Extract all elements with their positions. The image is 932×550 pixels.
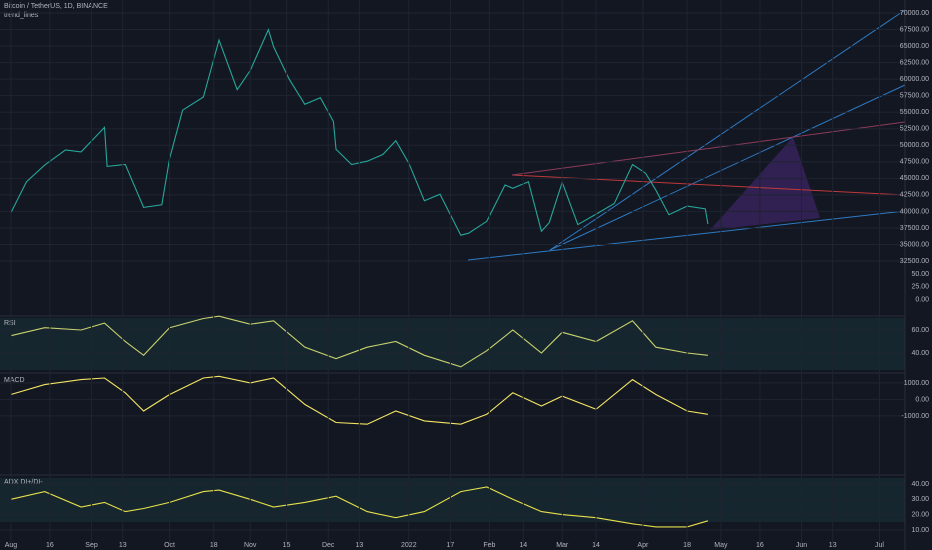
y-tick-label: -1000.00: [901, 413, 929, 420]
y-tick-label: 42500.00: [900, 192, 929, 199]
series-line: [10, 315, 708, 368]
y-tick-label: 70000.00: [900, 10, 929, 17]
x-tick-label: 14: [519, 542, 527, 549]
pane-title: ADX DI+/DI-: [4, 479, 43, 486]
y-tick-label: 55000.00: [900, 109, 929, 116]
y-tick-label: 20.00: [911, 511, 929, 518]
trend-line: [549, 9, 906, 251]
y-tick-label: 10.00: [911, 527, 929, 534]
x-tick-label: 17: [447, 542, 455, 549]
y-tick-label: 0.00: [915, 396, 929, 403]
x-tick-label: Sep: [85, 542, 98, 549]
x-tick-label: Jul: [875, 542, 884, 549]
x-tick-label: 16: [46, 542, 54, 549]
y-tick-label: 47500.00: [900, 159, 929, 166]
y-tick-label: 25.00: [911, 284, 929, 291]
y-tick-label: 45000.00: [900, 175, 929, 182]
x-tick-label: Aug: [5, 542, 18, 549]
x-tick-label: 15: [283, 542, 291, 549]
y-tick-label: 52500.00: [900, 126, 929, 133]
x-tick-label: May: [714, 542, 728, 549]
x-tick-label: 13: [356, 542, 364, 549]
x-tick-label: Oct: [164, 542, 175, 549]
y-tick-label: 65000.00: [900, 43, 929, 50]
y-tick-label: 60000.00: [900, 76, 929, 83]
x-tick-label: 18: [210, 542, 218, 549]
y-tick-label: 1000.00: [904, 380, 929, 387]
y-tick-label: 30.00: [911, 496, 929, 503]
y-tick-label: 40.00: [911, 350, 929, 357]
trend-line: [467, 210, 906, 261]
adx-band: [0, 478, 905, 522]
y-tick-label: 0.00: [915, 296, 929, 303]
chart-title: Bitcoin / TetherUS, 1D, BINANCE: [4, 3, 108, 10]
x-tick-label: 16: [756, 542, 764, 549]
trend-line: [511, 121, 906, 176]
y-tick-label: 40000.00: [900, 208, 929, 215]
x-tick-label: Mar: [556, 542, 569, 549]
y-tick-label: 35000.00: [900, 241, 929, 248]
y-tick-label: 40.00: [911, 481, 929, 488]
fib-fan: [710, 137, 820, 230]
x-tick-label: 14: [592, 542, 600, 549]
series-line: [10, 486, 709, 528]
y-tick-label: 62500.00: [900, 59, 929, 66]
x-tick-label: 13: [119, 542, 127, 549]
y-tick-label: 60.00: [911, 327, 929, 334]
y-tick-label: 50.00: [911, 271, 929, 278]
x-tick-label: 2022: [401, 542, 417, 549]
series-line: [10, 375, 708, 425]
y-tick-label: 67500.00: [900, 26, 929, 33]
x-tick-label: Apr: [637, 542, 649, 549]
pane-title: RSI: [4, 320, 16, 327]
x-tick-label: Jun: [796, 542, 807, 549]
y-tick-label: 37500.00: [900, 225, 929, 232]
x-tick-label: 13: [829, 542, 837, 549]
pane-title: MACD: [4, 377, 25, 384]
x-tick-label: 18: [683, 542, 691, 549]
x-tick-label: Nov: [244, 542, 257, 549]
x-tick-label: Feb: [483, 542, 495, 549]
rsi-band: [0, 318, 905, 370]
y-tick-label: 57500.00: [900, 93, 929, 100]
y-tick-label: 32500.00: [900, 258, 929, 265]
x-tick-label: Dec: [322, 542, 335, 549]
chart-subtitle: trend_lines: [4, 12, 39, 19]
y-tick-label: 50000.00: [900, 142, 929, 149]
